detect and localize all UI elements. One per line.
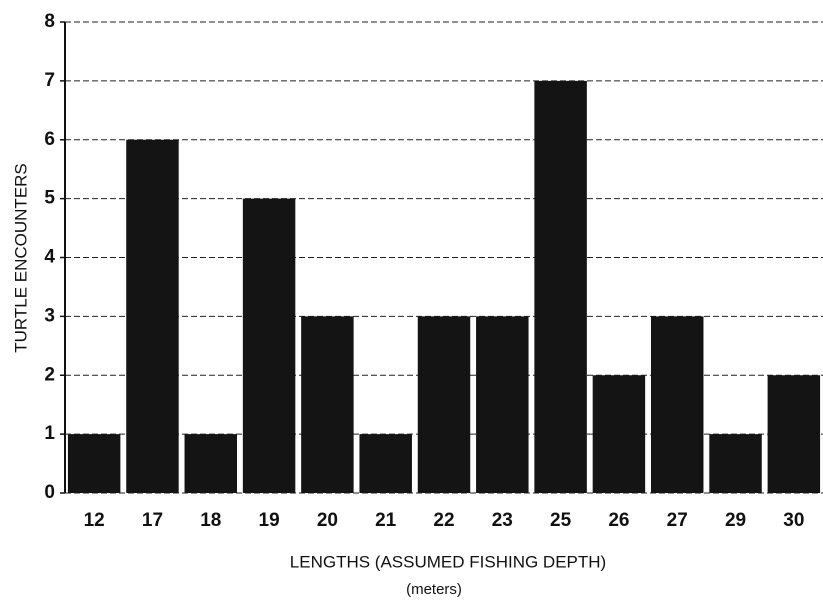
y-tick-label: 0	[44, 482, 55, 503]
x-tick-label: 19	[259, 510, 280, 531]
bar	[359, 434, 412, 493]
bar	[301, 316, 354, 493]
bar	[592, 375, 646, 493]
bar	[242, 198, 296, 493]
x-tick-label: 29	[725, 510, 746, 531]
x-tick-label: 20	[317, 510, 338, 531]
y-tick-label: 8	[44, 11, 55, 32]
y-tick-label: 6	[44, 129, 55, 150]
x-tick-label: 26	[608, 510, 629, 531]
bar	[67, 434, 121, 493]
y-tick-label: 3	[44, 305, 55, 326]
x-tick-label: 25	[550, 510, 572, 531]
x-tick-label: 27	[667, 510, 688, 531]
x-tick-label: 30	[783, 510, 804, 531]
bar	[184, 434, 238, 493]
x-tick-label: 22	[433, 510, 454, 531]
x-axis-label: LENGTHS (ASSUMED FISHING DEPTH)	[290, 552, 606, 571]
bar	[709, 434, 762, 493]
y-tick-label: 7	[44, 70, 55, 91]
bar	[126, 139, 179, 493]
x-tick-label: 17	[142, 510, 163, 531]
x-tick-label: 21	[375, 510, 397, 531]
bar	[417, 316, 471, 493]
y-tick-label: 2	[44, 364, 55, 385]
x-tick-label: 23	[492, 510, 513, 531]
bar	[650, 316, 704, 493]
bar	[534, 80, 587, 493]
x-tick-label: 12	[84, 510, 105, 531]
bar	[767, 375, 821, 493]
y-tick-label: 5	[44, 188, 55, 209]
y-tick-label: 1	[44, 423, 55, 444]
y-axis-label: TURTLE ENCOUNTERS	[11, 163, 30, 353]
x-tick-label: 18	[200, 510, 221, 531]
y-tick-label: 4	[44, 247, 55, 268]
x-axis-unit: (meters)	[406, 581, 462, 598]
bar	[476, 316, 529, 493]
